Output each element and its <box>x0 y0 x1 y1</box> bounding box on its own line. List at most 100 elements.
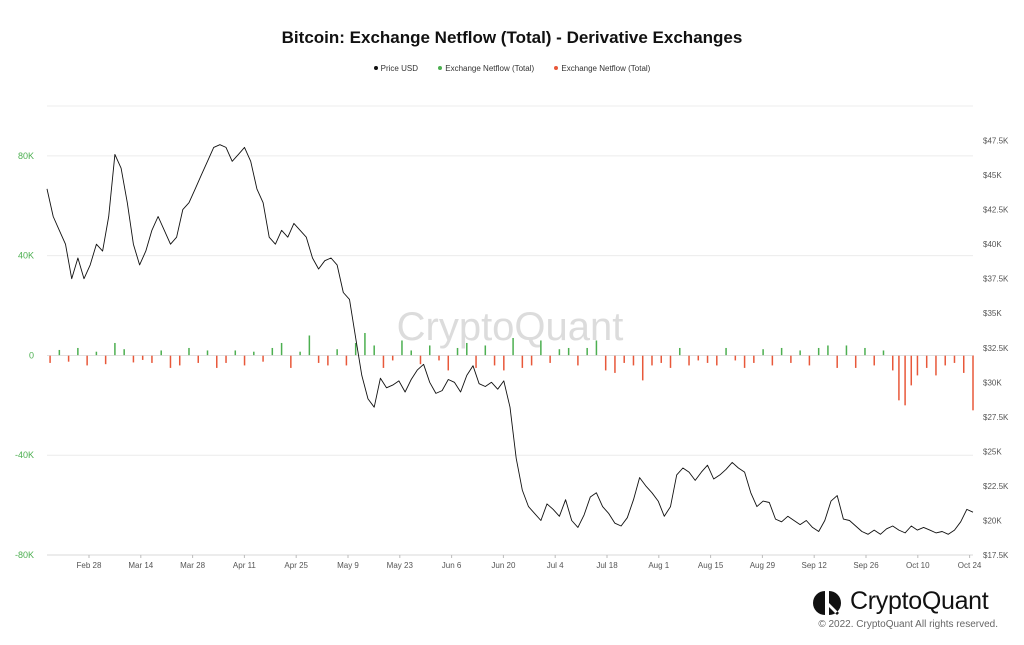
gridlines <box>47 105 973 556</box>
x-tick-label: May 23 <box>387 561 414 570</box>
cryptoquant-logo-icon <box>813 591 841 615</box>
right-tick-label: $20K <box>983 516 1002 525</box>
chart-title: Bitcoin: Exchange Netflow (Total) - Deri… <box>281 28 743 47</box>
left-axis-ticks: 80K 40K 0 -40K -80K <box>15 151 34 560</box>
netflow-bar-out <box>67 355 70 362</box>
netflow-bar-out <box>549 355 551 363</box>
netflow-bar-out <box>910 355 913 386</box>
x-tick-label: Jul 4 <box>547 561 564 570</box>
netflow-bar-out <box>641 355 644 381</box>
legend-label-inflow: Exchange Netflow (Total) <box>445 64 535 73</box>
right-tick-label: $45K <box>983 171 1002 180</box>
x-tick-label: Oct 24 <box>958 561 982 570</box>
netflow-bar-out <box>891 355 894 371</box>
netflow-bar-out <box>216 355 218 368</box>
netflow-bar-out <box>623 355 625 363</box>
right-tick-label: $17.5K <box>983 551 1009 560</box>
netflow-bar-out <box>688 355 690 366</box>
x-tick-label: Apr 25 <box>284 561 308 570</box>
netflow-bar-in <box>123 349 125 356</box>
netflow-bar-in <box>336 349 338 356</box>
left-tick-label: 80K <box>18 151 34 161</box>
netflow-bar-in <box>456 347 459 356</box>
netflow-bar-in <box>114 342 116 356</box>
netflow-bar-out <box>669 355 672 368</box>
netflow-bar-out <box>632 355 635 366</box>
x-tick-label: Sep 12 <box>802 561 828 570</box>
netflow-bar-in <box>484 345 487 356</box>
legend: Price USD Exchange Netflow (Total) Excha… <box>0 64 1024 73</box>
netflow-bar-in <box>299 351 301 356</box>
netflow-bar-in <box>364 332 366 356</box>
x-axis-ticks: Feb 28 Mar 14 Mar 28 Apr 11 Apr 25 May 9 May 2… <box>77 555 982 570</box>
netflow-bar-out <box>141 355 144 360</box>
netflow-bar-out <box>327 355 329 366</box>
netflow-bar-in <box>401 340 403 356</box>
netflow-bar-out <box>178 355 181 366</box>
netflow-bar-out <box>904 355 906 406</box>
netflow-bar-in <box>373 345 375 356</box>
netflow-bar-in <box>253 351 255 356</box>
netflow-bar-in <box>410 350 412 356</box>
netflow-bar-out <box>660 355 662 363</box>
netflow-bar-out <box>530 355 533 366</box>
legend-item-price[interactable]: Price USD <box>373 64 418 73</box>
netflow-bar-in <box>817 347 820 356</box>
netflow-bar-in <box>558 349 561 356</box>
legend-item-inflow[interactable]: Exchange Netflow (Total) <box>438 64 534 73</box>
netflow-bar-out <box>521 355 524 368</box>
left-tick-label: -80K <box>15 550 34 560</box>
netflow-bar-out <box>604 355 607 371</box>
netflow-bar-out <box>916 355 919 376</box>
netflow-bar-out <box>836 355 838 368</box>
right-tick-label: $27.5K <box>983 413 1009 422</box>
x-tick-label: Apr 11 <box>233 561 257 570</box>
netflow-bar-out <box>734 355 737 361</box>
right-tick-label: $47.5K <box>983 137 1009 146</box>
x-tick-label: Jul 18 <box>596 561 618 570</box>
netflow-bar-out <box>706 355 709 363</box>
netflow-bar-out <box>49 355 51 363</box>
netflow-bar-in <box>679 347 681 356</box>
netflow-bar-out <box>225 355 227 363</box>
x-tick-label: Jun 20 <box>491 561 516 570</box>
netflow-bar-in <box>271 347 274 356</box>
netflow-bar-out <box>577 355 579 366</box>
netflow-bar-out <box>716 355 718 366</box>
left-tick-label: 40K <box>18 251 34 261</box>
netflow-bar-in <box>586 347 588 356</box>
netflow-bar-in <box>725 347 727 356</box>
netflow-bar-in <box>567 347 570 356</box>
netflow-bar-in <box>58 349 61 356</box>
netflow-bar-in <box>827 345 829 356</box>
copyright-text: © 2022. CryptoQuant All rights reserved. <box>818 619 998 630</box>
netflow-bar-out <box>972 355 974 411</box>
netflow-bar-in <box>234 350 237 356</box>
price-usd-line <box>46 144 974 535</box>
netflow-bar-in <box>595 340 598 356</box>
netflow-bar-out <box>753 355 755 363</box>
netflow-bar-out <box>651 355 653 366</box>
netflow-bar-out <box>493 355 496 366</box>
right-tick-label: $42.5K <box>983 206 1009 215</box>
legend-dot-outflow <box>554 65 559 70</box>
legend-label-outflow: Exchange Netflow (Total) <box>561 64 651 73</box>
netflow-bar-out <box>151 355 153 363</box>
legend-label-price: Price USD <box>380 64 418 73</box>
netflow-bar-out <box>262 355 264 362</box>
netflow-bar-out <box>345 355 348 366</box>
netflow-bar-out <box>104 355 107 365</box>
netflow-bar-out <box>132 355 135 363</box>
right-tick-label: $30K <box>983 378 1002 387</box>
netflow-bar-in <box>466 342 468 356</box>
netflow-bar-out <box>743 355 746 368</box>
netflow-bar-in <box>780 347 783 356</box>
netflow-bar-out <box>944 355 946 366</box>
right-tick-label: $35K <box>983 309 1002 318</box>
netflow-bars <box>49 332 974 411</box>
netflow-bar-out <box>614 355 616 373</box>
watermark-text: CryptoQuant <box>397 305 624 349</box>
x-tick-label: Sep 26 <box>853 561 879 570</box>
legend-item-outflow[interactable]: Exchange Netflow (Total) <box>554 64 650 73</box>
